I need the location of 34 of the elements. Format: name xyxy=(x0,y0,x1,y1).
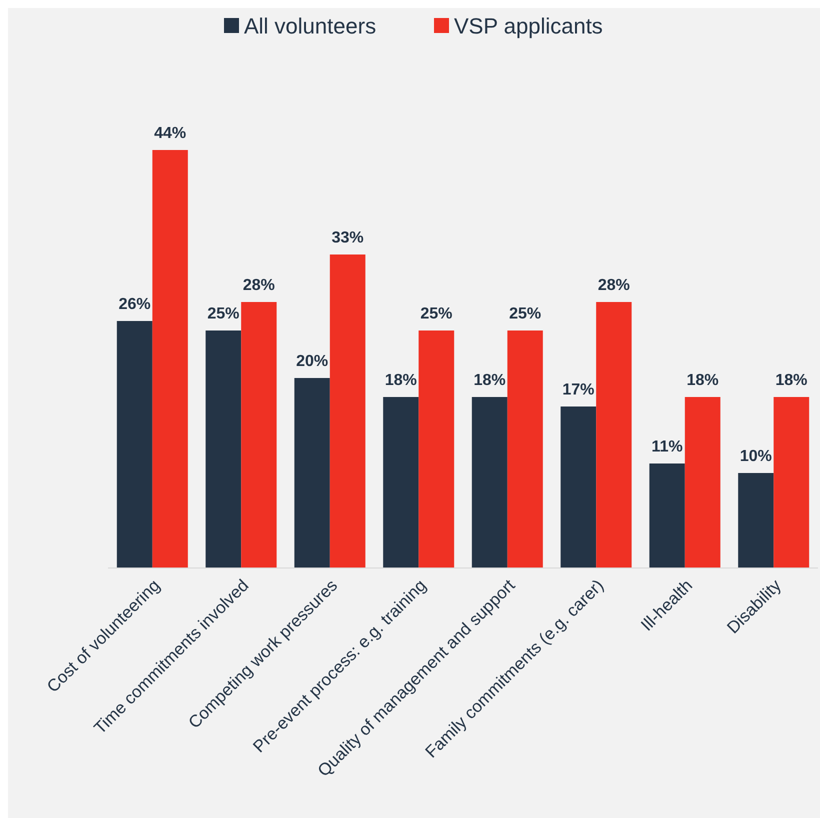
bar xyxy=(774,397,810,568)
data-label: 18% xyxy=(384,372,417,389)
bar xyxy=(507,330,543,568)
data-label: 28% xyxy=(598,277,630,294)
bar xyxy=(596,302,632,568)
data-label: 11% xyxy=(652,438,683,456)
bar xyxy=(418,330,454,568)
bar xyxy=(383,397,419,568)
data-label: 25% xyxy=(509,306,542,322)
legend-label: All volunteers xyxy=(244,14,376,39)
bar xyxy=(560,406,596,568)
data-label: 28% xyxy=(242,277,275,294)
data-label: 44% xyxy=(154,125,186,142)
data-label: 25% xyxy=(207,306,240,322)
data-label: 33% xyxy=(332,230,364,246)
data-label: 18% xyxy=(686,372,719,389)
data-label: 18% xyxy=(474,372,506,389)
bar xyxy=(116,321,152,568)
bar xyxy=(294,378,330,568)
data-label: 17% xyxy=(562,382,594,398)
bar xyxy=(472,397,508,568)
data-label: 10% xyxy=(740,448,772,465)
bar xyxy=(152,150,188,568)
legend-label: VSP applicants xyxy=(454,14,603,39)
bar xyxy=(330,254,366,568)
data-label: 25% xyxy=(420,306,452,322)
bar xyxy=(738,473,774,568)
data-label: 20% xyxy=(296,353,328,370)
bar xyxy=(649,464,685,568)
bar xyxy=(241,302,277,568)
data-label: 18% xyxy=(775,372,808,389)
bar xyxy=(206,330,242,568)
data-label: 26% xyxy=(118,296,151,313)
bar xyxy=(684,397,720,568)
